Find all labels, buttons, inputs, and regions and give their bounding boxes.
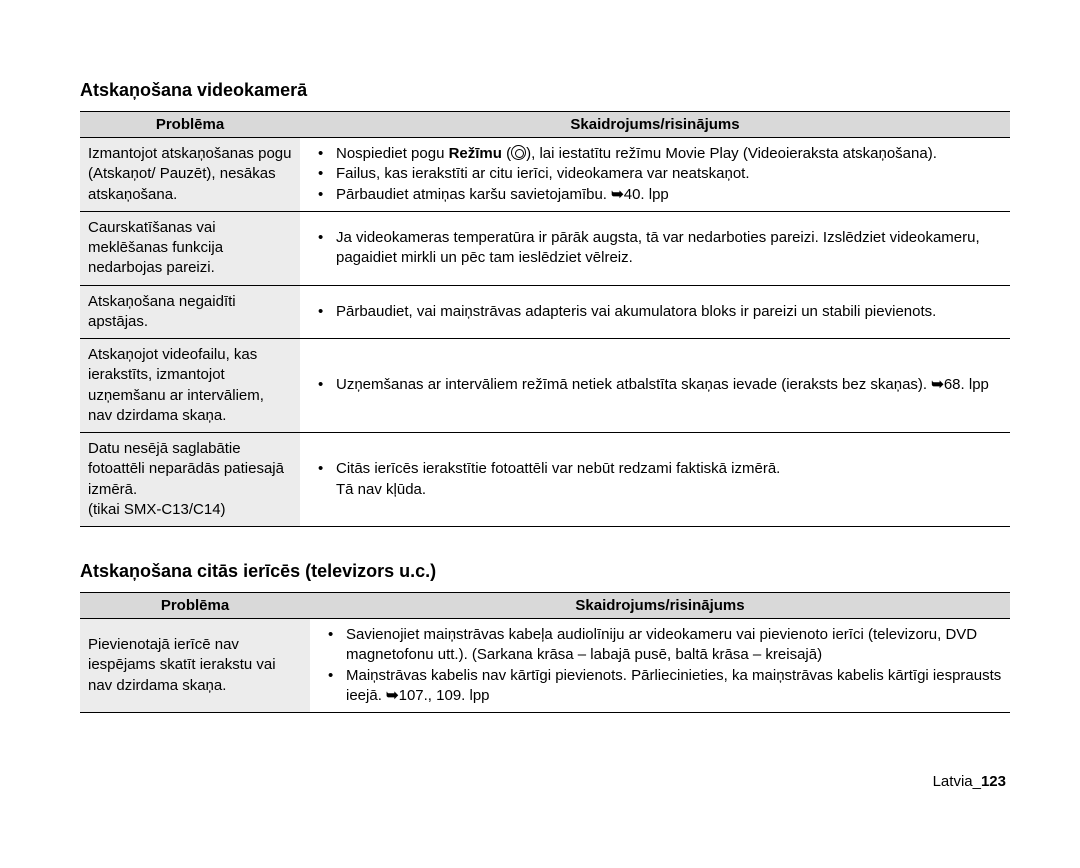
table-row: Datu nesējā saglabātie fotoattēli neparā… xyxy=(80,433,1010,527)
bullet: Pārbaudiet, vai maiņstrāvas adapteris va… xyxy=(336,302,1002,322)
cell-problem: Datu nesējā saglabātie fotoattēli neparā… xyxy=(80,433,300,527)
table-row: Izmantojot atskaņošanas pogu (Atskaņot/ … xyxy=(80,138,1010,212)
arrow-icon: ➥ xyxy=(386,686,399,706)
cell-solution: Nospiediet pogu Režīmu (), lai iestatītu… xyxy=(300,138,1010,212)
arrow-icon: ➥ xyxy=(931,375,944,395)
bullet: Nospiediet pogu Režīmu (), lai iestatītu… xyxy=(336,144,1002,164)
footer-page-number: 123 xyxy=(981,773,1006,790)
table-row: Atskaņojot videofailu, kas ierakstīts, i… xyxy=(80,339,1010,433)
cell-problem: Atskaņojot videofailu, kas ierakstīts, i… xyxy=(80,339,300,433)
table-playback-camcorder: Problēma Skaidrojums/risinājums Izmantoj… xyxy=(80,111,1010,527)
bullet: Savienojiet maiņstrāvas kabeļa audiolīni… xyxy=(346,625,1002,666)
footer-country: Latvia xyxy=(933,773,973,790)
th-solution: Skaidrojums/risinājums xyxy=(300,112,1010,138)
section1-title: Atskaņošana videokamerā xyxy=(80,80,1010,101)
cell-problem: Atskaņošana negaidīti apstājas. xyxy=(80,285,300,339)
table-row: Caurskatīšanas vai meklēšanas funkcija n… xyxy=(80,211,1010,285)
cell-solution: Pārbaudiet, vai maiņstrāvas adapteris va… xyxy=(300,285,1010,339)
th-problem: Problēma xyxy=(80,593,310,619)
bullet: Uzņemšanas ar intervāliem režīmā netiek … xyxy=(336,375,1002,395)
mode-icon xyxy=(511,145,526,160)
table-playback-other-devices: Problēma Skaidrojums/risinājums Pievieno… xyxy=(80,592,1010,713)
cell-problem: Caurskatīšanas vai meklēšanas funkcija n… xyxy=(80,211,300,285)
cell-solution: Ja videokameras temperatūra ir pārāk aug… xyxy=(300,211,1010,285)
cell-solution: Savienojiet maiņstrāvas kabeļa audiolīni… xyxy=(310,619,1010,713)
cell-solution: Citās ierīcēs ierakstītie fotoattēli var… xyxy=(300,433,1010,527)
bullet: Pārbaudiet atmiņas karšu savietojamību. … xyxy=(336,185,1002,205)
arrow-icon: ➥ xyxy=(611,185,624,205)
footer-sep: _ xyxy=(973,773,981,790)
bullet: Failus, kas ierakstīti ar citu ierīci, v… xyxy=(336,164,1002,184)
th-problem: Problēma xyxy=(80,112,300,138)
cell-solution: Uzņemšanas ar intervāliem režīmā netiek … xyxy=(300,339,1010,433)
section2-title: Atskaņošana citās ierīcēs (televizors u.… xyxy=(80,561,1010,582)
cell-problem: Pievienotajā ierīcē nav iespējams skatīt… xyxy=(80,619,310,713)
cell-problem: Izmantojot atskaņošanas pogu (Atskaņot/ … xyxy=(80,138,300,212)
bullet: Ja videokameras temperatūra ir pārāk aug… xyxy=(336,228,1002,269)
table-row: Atskaņošana negaidīti apstājas. Pārbaudi… xyxy=(80,285,1010,339)
page-footer: Latvia_123 xyxy=(80,773,1010,790)
bullet: Citās ierīcēs ierakstītie fotoattēli var… xyxy=(336,459,1002,500)
th-solution: Skaidrojums/risinājums xyxy=(310,593,1010,619)
bullet: Maiņstrāvas kabelis nav kārtīgi pievieno… xyxy=(346,666,1002,707)
table-row: Pievienotajā ierīcē nav iespējams skatīt… xyxy=(80,619,1010,713)
